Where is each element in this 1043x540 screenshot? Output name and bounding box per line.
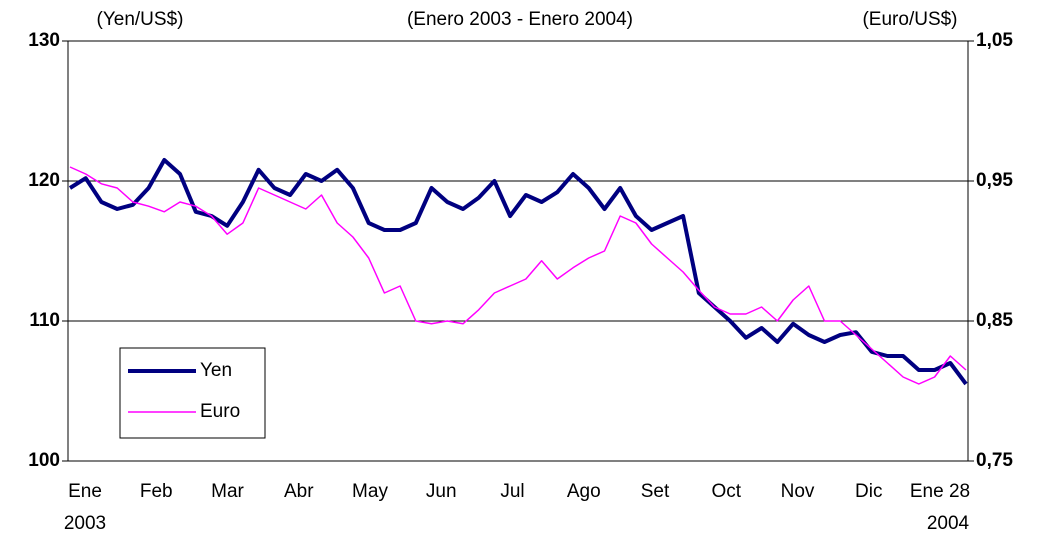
x-tick-label: Ene 28 bbox=[910, 481, 970, 502]
x-tick-label: Mar bbox=[211, 481, 244, 502]
x-tick-label: Jun bbox=[426, 481, 457, 502]
legend-label: Yen bbox=[200, 360, 232, 381]
x-tick-label: Abr bbox=[284, 481, 314, 502]
x-tick-label: Ene bbox=[68, 481, 102, 502]
y-axis-label: (Yen/US$) bbox=[97, 9, 184, 30]
line-euro bbox=[69, 166, 967, 385]
y-tick-label: 120 bbox=[28, 170, 60, 191]
y-tick-label: 110 bbox=[29, 310, 60, 331]
x-tick-label: Dic bbox=[855, 481, 882, 502]
y2-axis-label: (Euro/US$) bbox=[862, 9, 957, 30]
year-label: 2003 bbox=[64, 513, 106, 534]
x-tick-label: Ago bbox=[567, 481, 601, 502]
y2-tick-label: 0,95 bbox=[976, 170, 1013, 191]
x-tick-label: Set bbox=[641, 481, 670, 502]
legend-label: Euro bbox=[200, 401, 240, 422]
year-label: 2004 bbox=[927, 513, 970, 534]
y2-tick-label: 1,05 bbox=[976, 30, 1013, 51]
x-tick-label: Jul bbox=[500, 481, 524, 502]
chart-title: (Enero 2003 - Enero 2004) bbox=[407, 9, 633, 30]
x-tick-label: Nov bbox=[781, 481, 815, 502]
x-tick-label: May bbox=[352, 481, 388, 502]
y2-tick-label: 0,75 bbox=[976, 450, 1013, 471]
x-tick-label: Oct bbox=[711, 481, 741, 502]
x-tick-label: Feb bbox=[140, 481, 173, 502]
y-tick-label: 130 bbox=[28, 30, 60, 51]
y-tick-label: 100 bbox=[28, 450, 60, 471]
plot-frame bbox=[67, 40, 969, 462]
legend-box bbox=[119, 347, 266, 439]
y2-tick-label: 0,85 bbox=[976, 310, 1013, 331]
line-yen bbox=[68, 158, 968, 386]
